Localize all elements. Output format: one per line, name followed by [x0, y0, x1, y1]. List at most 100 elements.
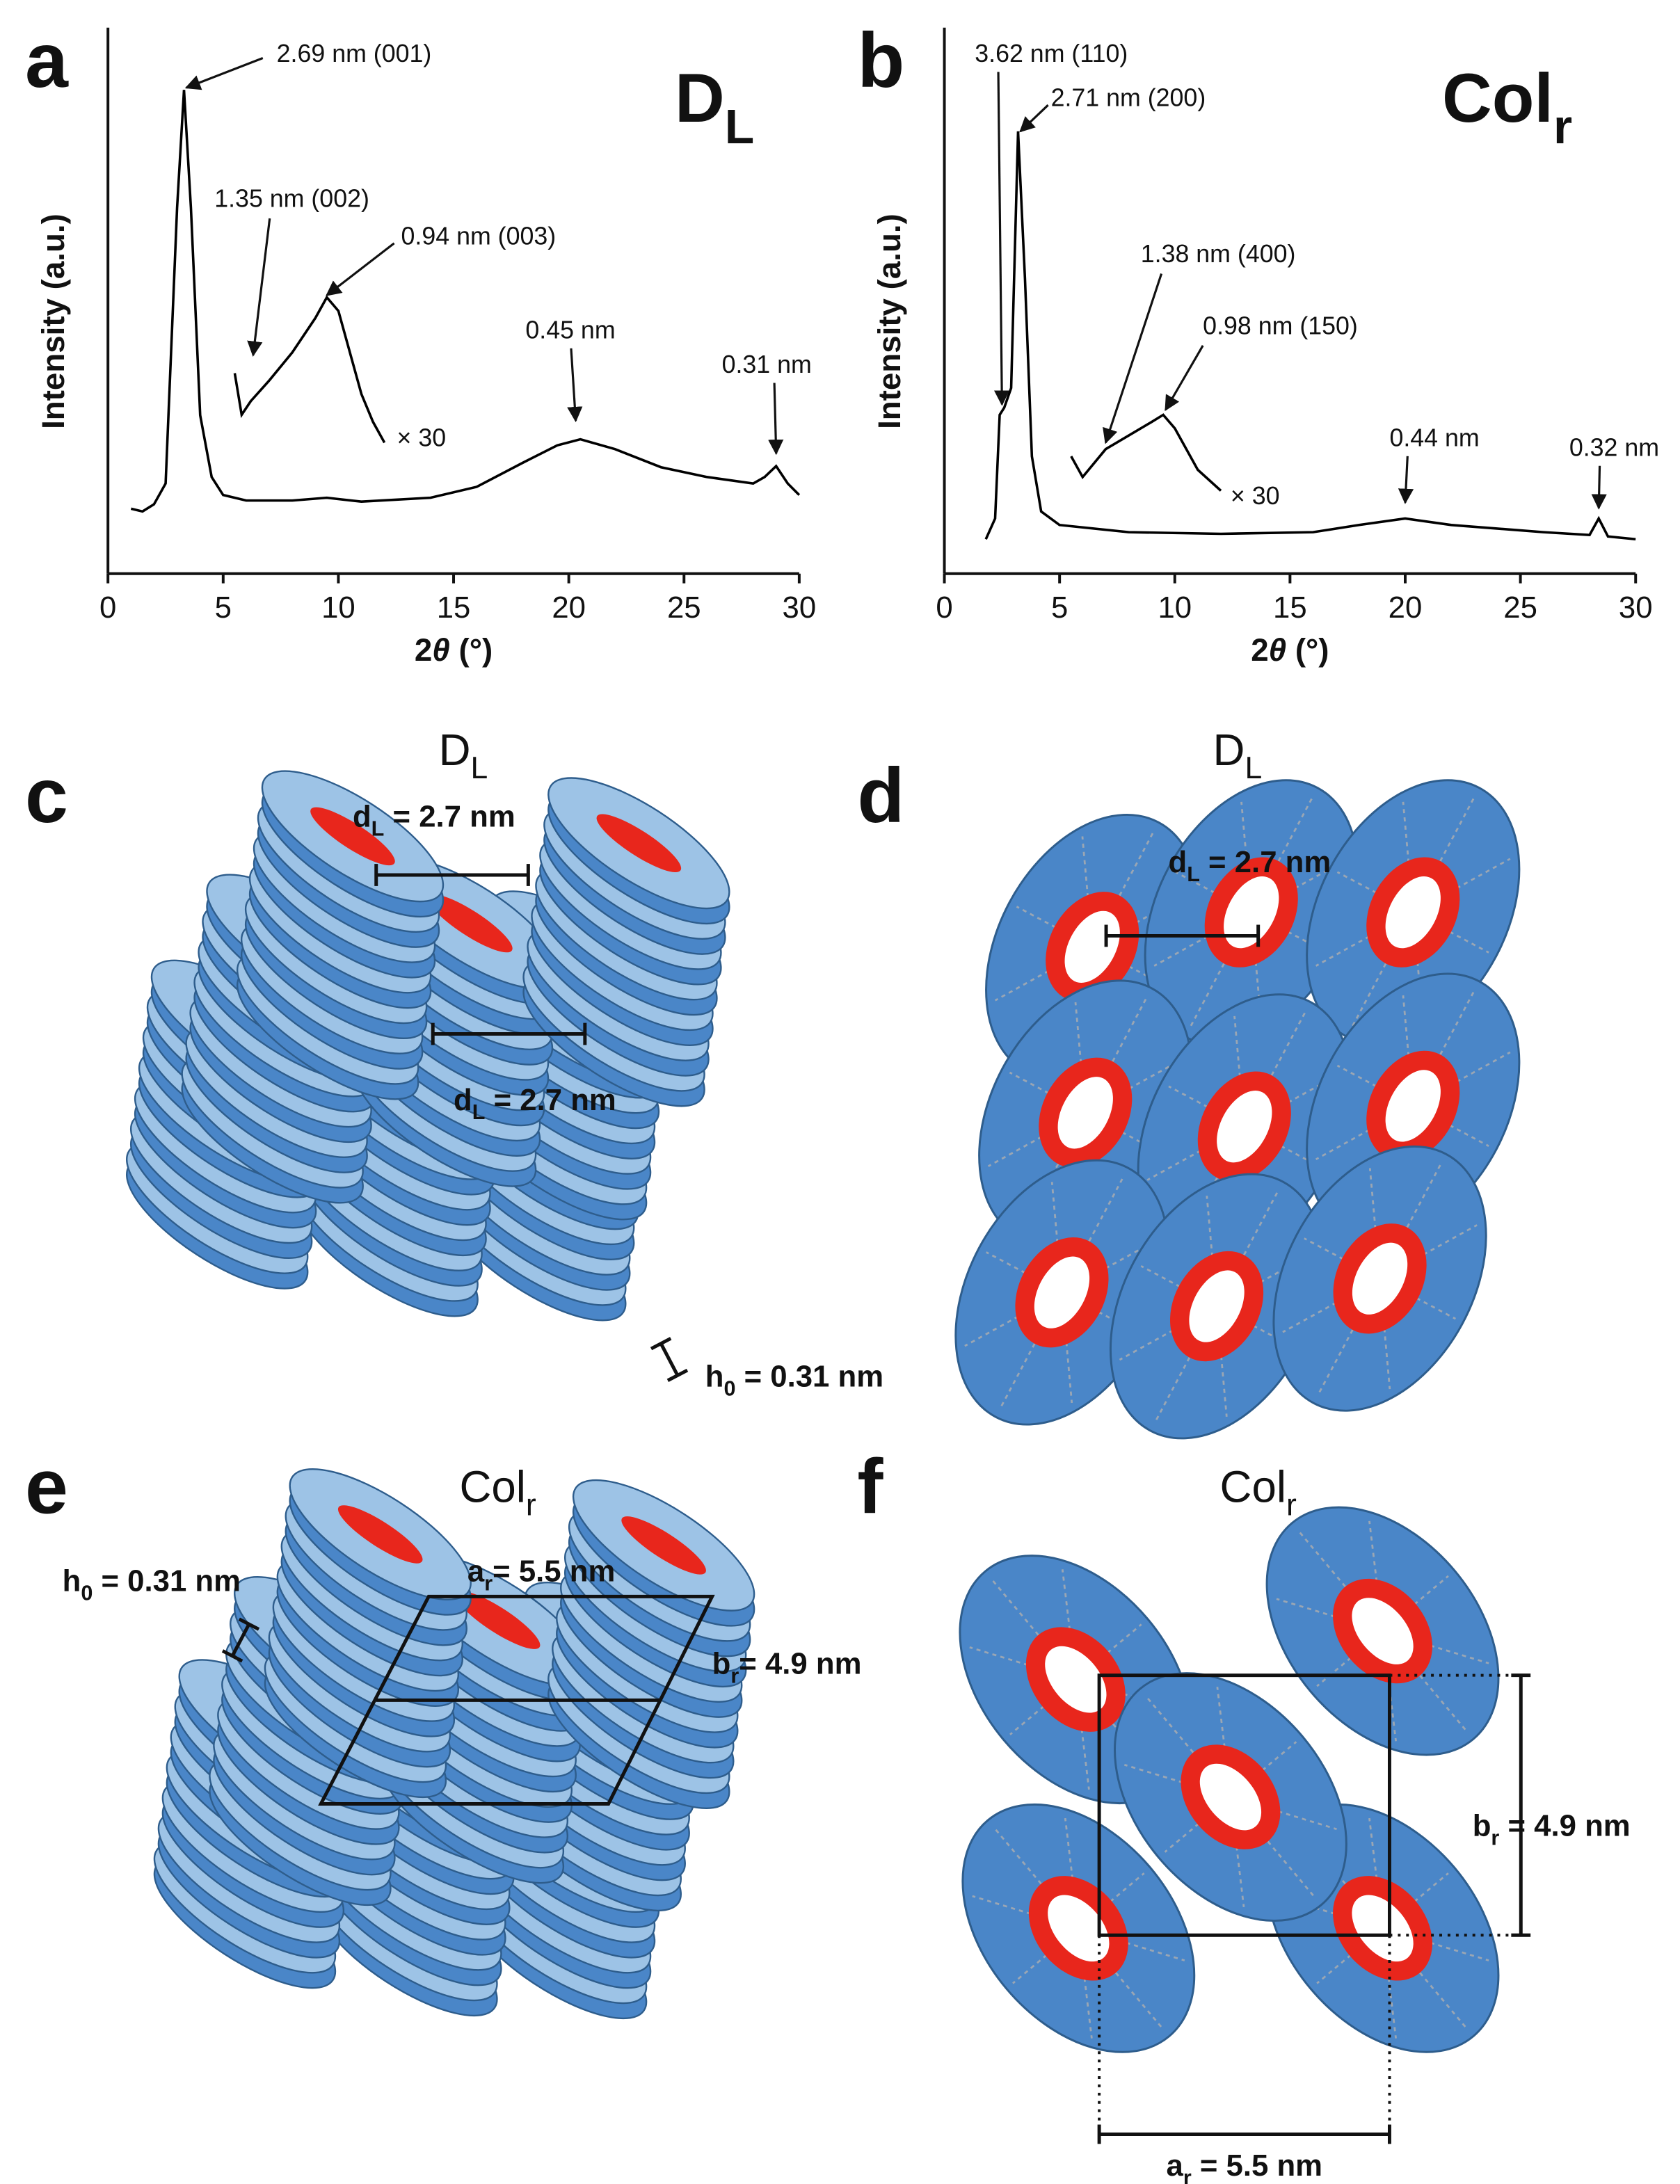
dimension-label-part: d: [1168, 845, 1187, 879]
dimension-bar: [659, 1342, 680, 1376]
peak-label: 0.45 nm: [525, 316, 615, 344]
diagram-title: Colr: [460, 1462, 536, 1522]
chain: [999, 1292, 1063, 1409]
peak-label: 1.38 nm (400): [1141, 240, 1296, 268]
dimension-label: dL = 2.7 nm: [353, 799, 515, 841]
core: [1217, 1091, 1272, 1163]
phase-label-part: D: [675, 60, 725, 137]
panel-letter: d: [857, 752, 904, 839]
chain: [1061, 1175, 1125, 1293]
chain: [1164, 1796, 1231, 1853]
chain: [1175, 871, 1252, 913]
chain: [986, 1251, 1063, 1294]
diagram-title: DL: [439, 725, 488, 785]
dimension-label-part: = 0.31 nm: [93, 1564, 241, 1598]
dimension-label-part: = 5.5 nm: [493, 1554, 615, 1588]
chain: [1091, 946, 1169, 988]
dimension-label: dL = 2.7 nm: [1168, 845, 1331, 887]
dimension-label-part: L: [371, 817, 385, 841]
chain: [1382, 1630, 1468, 1733]
disk-core: [596, 814, 682, 873]
dimension-label-part: h: [63, 1564, 81, 1598]
dimension-label: br = 4.9 nm: [1473, 1808, 1631, 1850]
chain: [1350, 911, 1414, 1029]
peak-arrow: [1398, 456, 1414, 504]
x-tick-label: 10: [1158, 591, 1192, 625]
x-tick-label: 5: [1051, 591, 1068, 625]
peak-label: 1.35 nm (002): [214, 185, 369, 213]
y-axis-label: Intensity (a.u.): [872, 214, 907, 429]
dimension-label: br= 4.9 nm: [712, 1646, 862, 1688]
x-axis-label-part: 2: [1251, 632, 1268, 668]
chain: [1188, 911, 1252, 1029]
xrd-curve: [130, 90, 801, 513]
chain: [1230, 1741, 1297, 1798]
xrd-curve: [1070, 413, 1222, 492]
diagram-title-part: D: [1213, 725, 1245, 775]
x-axis-label-part: (°): [1286, 632, 1329, 668]
bar-cap: [238, 1617, 260, 1631]
molecule-lattice: [959, 1506, 1500, 2053]
core: [1224, 876, 1279, 949]
diagram-title: DL: [1213, 725, 1263, 785]
dimension-label-part: r: [1183, 2166, 1192, 2184]
core: [1352, 1242, 1408, 1315]
dimension-label-part: L: [472, 1100, 486, 1124]
chain: [990, 1578, 1077, 1680]
x-tick-label: 25: [667, 591, 701, 625]
disk-core: [428, 894, 513, 953]
core: [1199, 1763, 1262, 1831]
core: [1057, 1077, 1113, 1149]
chain: [1317, 1278, 1381, 1395]
x-axis-label: 2θ (°): [415, 632, 493, 668]
dimension-label: h0 = 0.31 nm: [705, 1359, 883, 1401]
x-tick-label: 0: [936, 591, 952, 625]
unit-cell: [318, 1594, 715, 1806]
molecule-lattice: [954, 779, 1521, 1440]
xrd-curve: [233, 295, 386, 444]
panel-letter: b: [857, 17, 904, 104]
dimension-bar: [230, 1623, 251, 1657]
scale-label: × 30: [1231, 482, 1280, 510]
bar-cap: [666, 1368, 689, 1382]
x-tick-label: 25: [1503, 591, 1537, 625]
chain: [1145, 1696, 1231, 1798]
panel-letter: e: [25, 1443, 68, 1530]
disk-core: [310, 807, 395, 866]
chain: [1140, 1264, 1217, 1308]
core: [1385, 1070, 1441, 1142]
chain: [1075, 1623, 1142, 1680]
diagram-title: Colr: [1220, 1462, 1297, 1522]
scale-label: × 30: [397, 424, 447, 451]
phase-label: DL: [675, 60, 754, 154]
chain: [1216, 1305, 1293, 1348]
dimension-label-part: b: [712, 1646, 731, 1680]
peak-arrow: [184, 56, 264, 90]
diagram-title-part: L: [1245, 751, 1262, 785]
x-tick-label: 20: [1389, 591, 1423, 625]
dimension-label: dL = 2.7 nm: [454, 1082, 616, 1124]
chain: [1412, 911, 1489, 954]
chain: [1061, 1291, 1138, 1334]
panel-letter: f: [857, 1443, 883, 1530]
dimension-label-part: = 2.7 nm: [485, 1082, 616, 1116]
peak-arrow: [1019, 104, 1049, 133]
chain: [1078, 1927, 1164, 2030]
chain: [1412, 796, 1476, 913]
chain: [1250, 796, 1314, 913]
panel-letter: a: [25, 17, 69, 104]
phase-label-part: L: [725, 99, 754, 154]
diagram-title-part: Col: [1220, 1462, 1286, 1511]
unit-cell: [1097, 1673, 1391, 1937]
peak-label: 0.31 nm: [722, 351, 812, 378]
chain: [1412, 989, 1476, 1107]
dimension-label-part: a: [1167, 2149, 1184, 2183]
chain: [1091, 830, 1155, 947]
dimension-label: ar = 5.5 nm: [1167, 2149, 1323, 2184]
dimension-label: h0 = 0.31 nm: [63, 1564, 241, 1605]
peak-arrow: [247, 218, 271, 357]
chain: [1243, 1010, 1307, 1127]
dimension-label-part: d: [353, 799, 371, 833]
